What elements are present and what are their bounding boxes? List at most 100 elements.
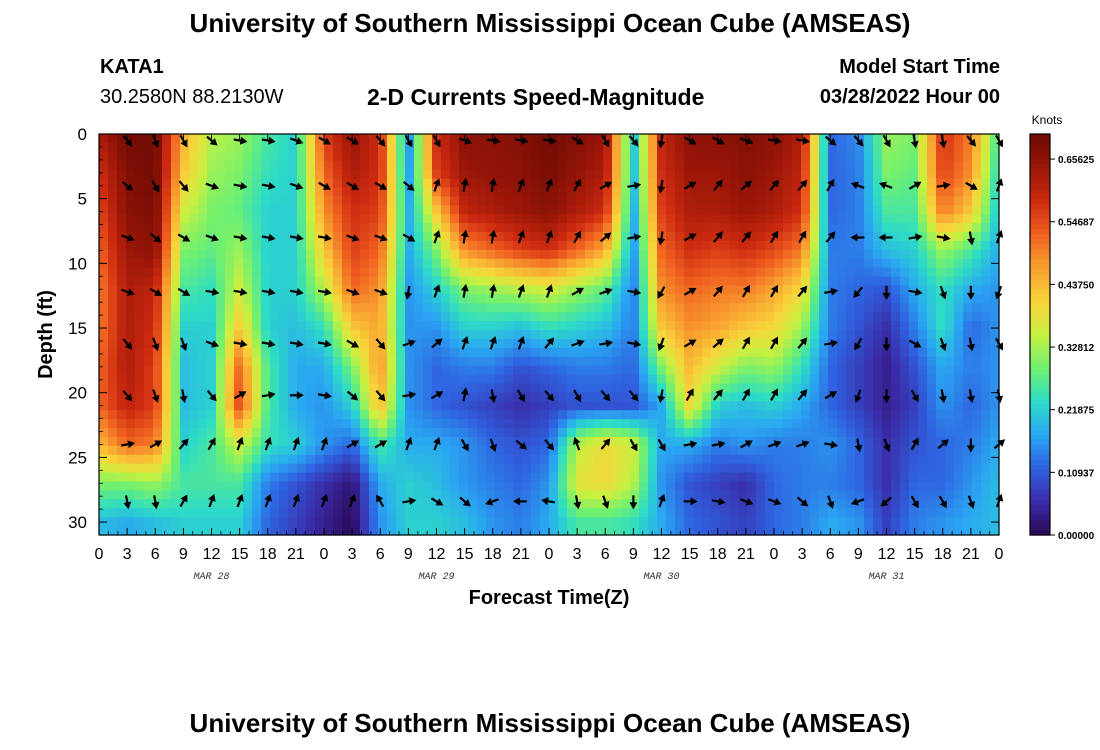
heatmap-cell [648,232,658,242]
heatmap-cell [540,365,550,376]
heatmap-cell [603,330,613,340]
heatmap-cell [774,178,784,189]
heatmap-cell [585,436,595,447]
heatmap-cell [414,330,424,340]
heatmap-cell [792,205,802,215]
heatmap-cell [540,249,550,260]
heatmap-cell [252,365,262,376]
x-tick-label: 15 [231,546,249,563]
heatmap-cell [243,294,253,304]
current-arrow [375,135,386,147]
heatmap-cell [639,526,649,536]
heatmap-cell [918,205,928,215]
heatmap-cell [954,196,964,206]
heatmap-cell [126,508,136,518]
heatmap-cell [405,481,415,492]
heatmap-cell [225,490,235,500]
heatmap-cell [765,401,775,411]
heatmap-cell [144,151,154,162]
heatmap-cell [729,347,739,358]
heatmap-cell [180,356,190,367]
heatmap-cell [135,463,145,474]
heatmap-cell [108,481,118,492]
heatmap-cell [315,410,325,420]
heatmap-cell [846,321,856,331]
heatmap-cell [558,330,568,340]
heatmap-cell [306,249,316,260]
current-arrow [541,497,556,506]
heatmap-cell [270,445,280,456]
heatmap-cell [801,481,811,492]
heatmap-cell [504,223,514,233]
heatmap-cell [342,276,352,287]
heatmap-cell [936,454,946,465]
heatmap-cell [981,267,991,278]
heatmap-cell [864,347,874,358]
current-arrow [936,233,951,242]
heatmap-cell [171,463,181,474]
heatmap-cell [324,249,334,260]
heatmap-cell [504,428,514,438]
heatmap-cell [108,134,118,144]
heatmap-cell [180,472,190,483]
heatmap-cell [585,490,595,500]
current-arrow [177,233,191,242]
heatmap-cell [900,481,910,492]
heatmap-cell [126,517,136,527]
heatmap-cell [459,223,469,233]
current-arrow [854,389,862,403]
heatmap-cell [261,419,271,429]
heatmap-cell [270,276,280,287]
heatmap-cell [711,214,721,224]
heatmap-cell [990,410,1000,420]
heatmap-cell [333,151,343,162]
heatmap-cell [927,454,937,465]
heatmap-cell [387,517,397,527]
heatmap-cell [126,347,136,358]
heatmap-cell [378,517,388,527]
heatmap-cell [909,294,919,304]
heatmap-cell [171,258,181,269]
heatmap-cell [468,151,478,162]
heatmap-cell [567,303,577,313]
heatmap-cell [567,312,577,322]
heatmap-cell [504,214,514,224]
heatmap-cell [738,436,748,447]
heatmap-cell [135,223,145,233]
heatmap-cell [207,463,217,474]
heatmap-cell [972,508,982,518]
heatmap-cell [297,312,307,322]
heatmap-cell [909,374,919,385]
heatmap-cell [873,419,883,429]
heatmap-cell [945,338,955,349]
heatmap-cell [585,347,595,358]
heatmap-cell [630,517,640,527]
heatmap-cell [216,187,226,197]
heatmap-cell [702,151,712,162]
heatmap-cell [576,356,586,367]
heatmap-cell [837,187,847,197]
heatmap-cell [828,356,838,367]
heatmap-cell [927,347,937,358]
heatmap-cell [783,508,793,518]
heatmap-cell [621,374,631,385]
heatmap-cell [360,330,370,340]
current-arrow [460,387,469,402]
heatmap-cell [207,205,217,215]
heatmap-cell [918,214,928,224]
heatmap-cell [315,419,325,429]
heatmap-cell [513,365,523,376]
heatmap-cell [540,205,550,215]
heatmap-cell [441,196,451,206]
heatmap-cell [153,294,163,304]
heatmap-cell [270,223,280,233]
heatmap-cell [396,151,406,162]
heatmap-cell [522,428,532,438]
heatmap-cell [972,463,982,474]
x-tick-label: 6 [376,546,385,563]
heatmap-cell [378,374,388,385]
current-arrow [853,286,864,298]
heatmap-cell [414,178,424,189]
heatmap-cell [189,151,199,162]
heatmap-cell [603,160,613,171]
